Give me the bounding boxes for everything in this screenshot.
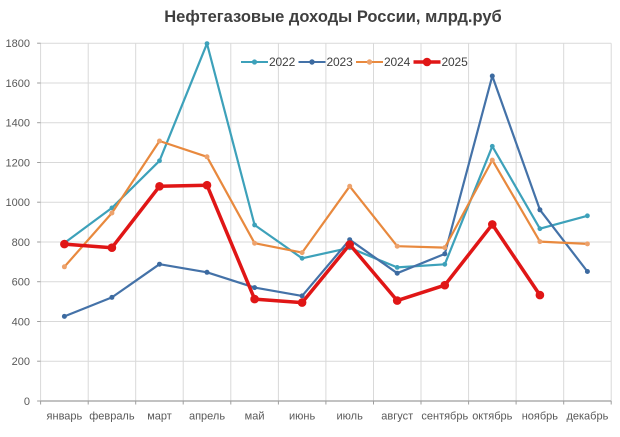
svg-text:июль: июль: [337, 411, 364, 423]
svg-text:июнь: июнь: [289, 411, 315, 423]
svg-text:октябрь: октябрь: [472, 411, 512, 423]
svg-text:январь: январь: [47, 411, 83, 423]
svg-text:2024: 2024: [384, 55, 411, 69]
svg-text:май: май: [245, 411, 265, 423]
svg-text:1600: 1600: [6, 78, 30, 90]
svg-text:апрель: апрель: [189, 411, 225, 423]
svg-text:2025: 2025: [442, 55, 469, 69]
svg-text:ноябрь: ноябрь: [522, 411, 559, 423]
svg-text:февраль: февраль: [89, 411, 135, 423]
svg-text:1400: 1400: [6, 118, 30, 130]
svg-text:1800: 1800: [6, 38, 30, 50]
svg-text:800: 800: [12, 237, 30, 249]
svg-text:2023: 2023: [327, 55, 354, 69]
svg-text:Нефтегазовые доходы России, мл: Нефтегазовые доходы России, млрд.руб: [164, 8, 502, 26]
svg-text:2022: 2022: [269, 55, 296, 69]
svg-text:600: 600: [12, 277, 30, 289]
svg-text:декабрь: декабрь: [566, 411, 608, 423]
svg-text:март: март: [147, 411, 172, 423]
svg-text:400: 400: [12, 316, 30, 328]
svg-text:сентябрь: сентябрь: [421, 411, 468, 423]
svg-text:1000: 1000: [6, 197, 30, 209]
svg-text:200: 200: [12, 356, 30, 368]
svg-text:1200: 1200: [6, 157, 30, 169]
svg-text:август: август: [381, 411, 413, 423]
svg-text:0: 0: [24, 396, 30, 408]
